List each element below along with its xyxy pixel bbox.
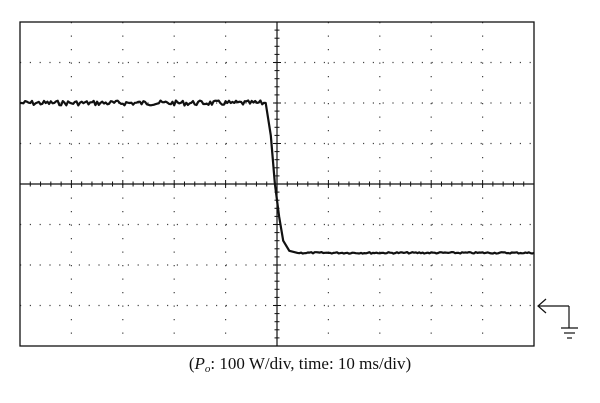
power-trace [20,99,535,255]
caption-subscript: o [204,363,211,375]
ground-arrow-icon [537,298,578,339]
plot-frame [19,21,535,347]
caption-variable: P [194,354,205,373]
chart-caption: (Po: 100 W/div, time: 10 ms/div) [188,354,412,375]
axis-ticks [29,29,525,339]
